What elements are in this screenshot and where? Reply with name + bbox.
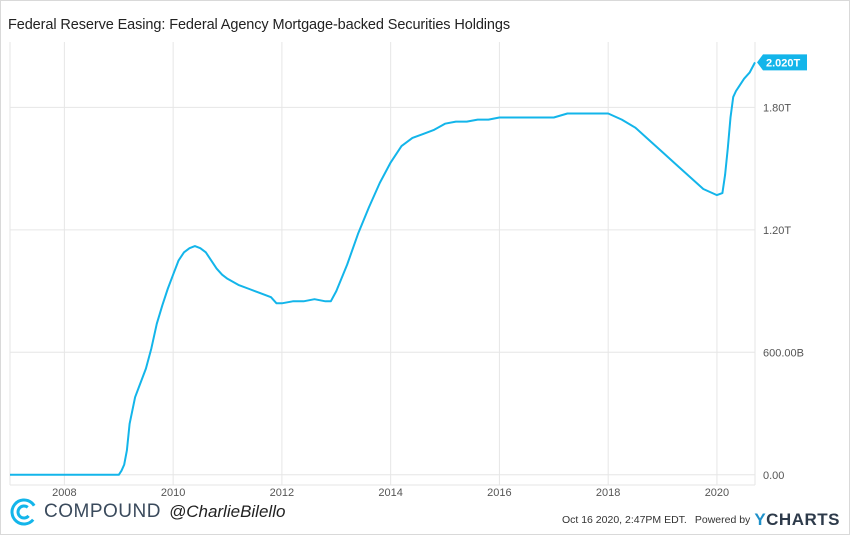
- timestamp: Oct 16 2020, 2:47PM EDT.: [561, 514, 687, 526]
- x-tick-label: 2014: [378, 487, 402, 499]
- compound-logo-icon: [10, 498, 38, 526]
- x-tick-label: 2018: [596, 487, 620, 499]
- x-axis-ticks: 2008 2010 2012 2014 2016 2018 2020: [52, 487, 729, 499]
- gridlines: [9, 42, 756, 486]
- x-tick-label: 2012: [270, 487, 294, 499]
- last-value-label-text: 2.020T: [766, 57, 801, 69]
- x-tick-label: 2020: [705, 487, 729, 499]
- last-value-label: 2.020T: [757, 54, 807, 71]
- compound-brand-text: COMPOUND: [44, 501, 161, 522]
- x-tick-label: 2008: [52, 487, 76, 499]
- powered-by-text: Powered by: [694, 514, 751, 526]
- last-value-label-background: [757, 54, 807, 71]
- y-tick-label: 600.00B: [763, 347, 804, 359]
- x-tick-label: 2016: [487, 487, 511, 499]
- series-line: [10, 61, 756, 476]
- y-tick-label: 1.80T: [763, 102, 791, 114]
- x-tick-label: 2010: [161, 487, 185, 499]
- ycharts-rest-letters: CHARTS: [766, 510, 840, 529]
- y-axis-ticks: 0.00 600.00B 1.20T 1.80T: [763, 102, 804, 481]
- footer-brand: COMPOUND @CharlieBilello: [10, 497, 285, 527]
- footer-attribution: Oct 16 2020, 2:47PM EDT. Powered by YCHA…: [562, 510, 840, 530]
- y-tick-label: 0.00: [763, 470, 784, 482]
- ycharts-y-letter: Y: [754, 510, 767, 529]
- y-tick-label: 1.20T: [763, 225, 791, 237]
- ycharts-logo: YCHARTS: [754, 510, 840, 530]
- author-handle: @CharlieBilello: [168, 502, 286, 521]
- chart-title: Federal Reserve Easing: Federal Agency M…: [8, 17, 510, 33]
